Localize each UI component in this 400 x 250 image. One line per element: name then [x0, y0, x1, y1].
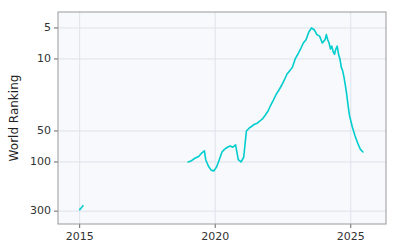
x-tick-label: 2015	[66, 230, 94, 243]
y-grid-line	[58, 161, 386, 162]
x-tick	[79, 224, 80, 228]
y-tick-label: 100	[30, 155, 51, 168]
x-tick-label: 2020	[201, 230, 229, 243]
y-tick	[54, 161, 58, 162]
y-tick	[54, 211, 58, 212]
y-grid-line	[58, 211, 386, 212]
y-grid-line	[58, 130, 386, 131]
y-tick-label: 10	[37, 52, 51, 65]
y-tick-label: 50	[37, 124, 51, 137]
x-grid-line	[79, 12, 80, 224]
y-tick-label: 5	[44, 21, 51, 34]
y-axis-label: World Ranking	[7, 75, 21, 162]
x-tick	[215, 224, 216, 228]
y-tick	[54, 130, 58, 131]
axes: 5 10 50 100 300 2015 2020 2025	[30, 12, 386, 243]
grid	[58, 12, 386, 224]
y-tick	[54, 58, 58, 59]
y-tick	[54, 27, 58, 28]
x-tick-label: 2025	[337, 230, 365, 243]
x-tick	[350, 224, 351, 228]
y-tick-label: 300	[30, 204, 51, 217]
chart-container: 5 10 50 100 300 2015 2020 2025 World Ranking	[0, 0, 400, 250]
y-grid-line	[58, 27, 386, 28]
chart: 5 10 50 100 300 2015 2020 2025 World Ranking	[0, 0, 400, 250]
y-grid-line	[58, 58, 386, 59]
series-line	[80, 28, 363, 210]
x-grid-line	[215, 12, 216, 224]
plot-frame	[58, 12, 386, 224]
data-area	[80, 28, 363, 210]
plot-background	[58, 12, 386, 224]
